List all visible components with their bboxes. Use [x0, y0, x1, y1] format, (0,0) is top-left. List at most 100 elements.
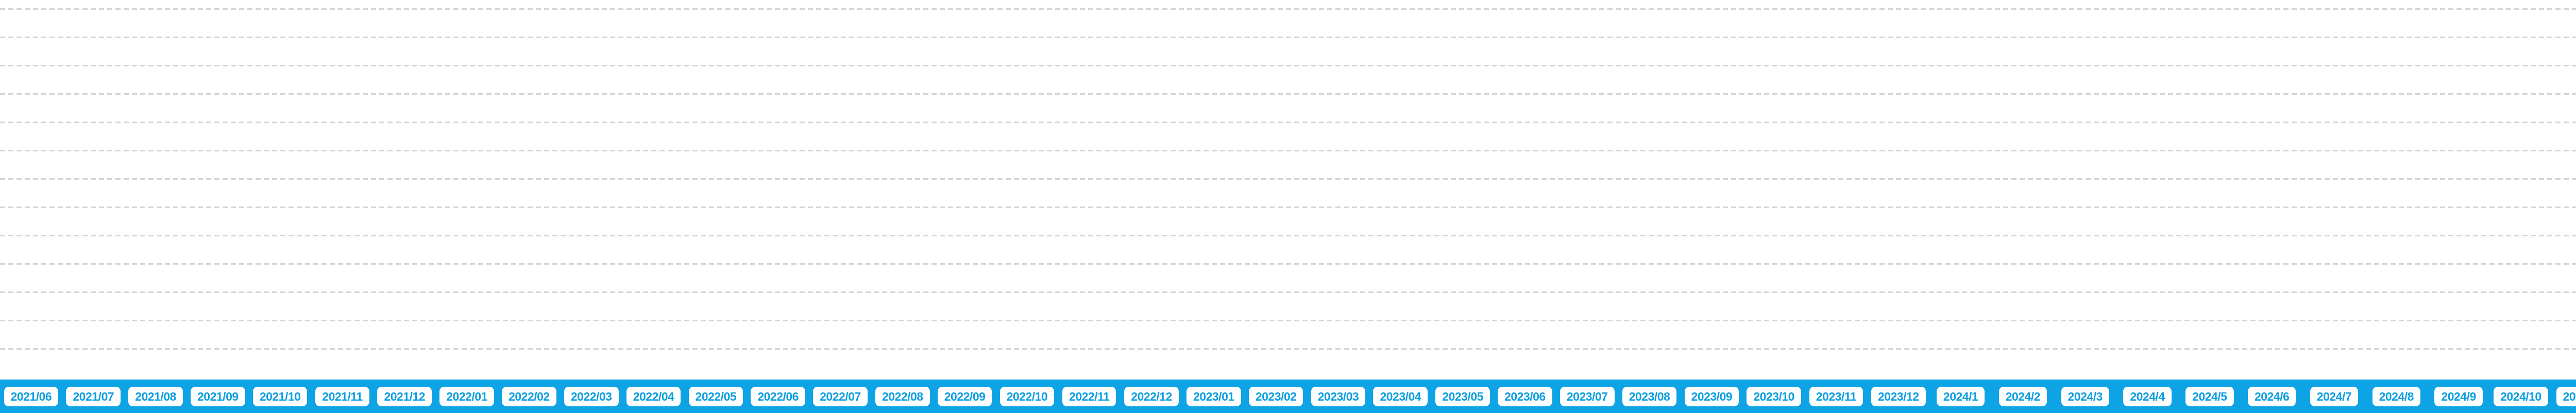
- bar-cell-2022-10: [996, 0, 1058, 380]
- bar-cell-2024-11: [2552, 0, 2576, 380]
- x-axis-label-pill: 2024/3: [2061, 386, 2109, 406]
- bar-cell-2023-04: [1369, 0, 1432, 380]
- bar-cell-2024-6: [2241, 0, 2303, 380]
- bar-cell-2023-10: [1743, 0, 1805, 380]
- x-axis-label-pill: 2022/04: [626, 386, 681, 406]
- x-axis-cell: 2021/10: [249, 386, 311, 406]
- x-axis-cell: 2023/03: [1307, 386, 1369, 406]
- x-axis-cell: 2022/10: [996, 386, 1058, 406]
- x-axis-label-pill: 2022/06: [751, 386, 805, 406]
- bar-cell-2024-9: [2428, 0, 2490, 380]
- x-axis-label-pill: 2024/11: [2556, 386, 2576, 406]
- x-axis-cell: 2022/06: [747, 386, 809, 406]
- bar-cell-2023-09: [1681, 0, 1743, 380]
- x-axis-label-pill: 2024/7: [2310, 386, 2359, 406]
- x-axis-cell: 2024/1: [1929, 386, 1992, 406]
- x-axis-cell: 2022/09: [934, 386, 996, 406]
- x-axis-cell: 2021/11: [311, 386, 374, 406]
- bar-cell-2022-05: [685, 0, 747, 380]
- bar-cell-2023-08: [1618, 0, 1681, 380]
- x-axis-cell: 2023/06: [1494, 386, 1556, 406]
- bar-cell-2022-11: [1058, 0, 1121, 380]
- x-axis-cell: 2024/5: [2178, 386, 2241, 406]
- bar-cell-2023-06: [1494, 0, 1556, 380]
- x-axis-cell: 2024/7: [2303, 386, 2365, 406]
- x-axis-cell: 2022/12: [1121, 386, 1183, 406]
- x-axis-cell: 2023/08: [1618, 386, 1681, 406]
- bar-cell-2022-09: [934, 0, 996, 380]
- bars-row: 72878187168787811490: [0, 0, 2576, 380]
- x-axis-label-pill: 2022/11: [1062, 386, 1116, 406]
- x-axis-cell: 2021/09: [187, 386, 249, 406]
- x-axis-cell: 2022/05: [685, 386, 747, 406]
- x-axis-label-pill: 2024/2: [1998, 386, 2047, 406]
- x-axis-label-pill: 2021/12: [377, 386, 432, 406]
- x-axis-cell: 2024/11: [2552, 386, 2576, 406]
- bar-cell-2024-3: [2054, 0, 2116, 380]
- bar-cell-2023-12: [1867, 0, 1929, 380]
- bar-cell-2021-11: [311, 0, 374, 380]
- bar-cell-2023-11: [1805, 0, 1868, 380]
- bar-cell-2022-07: [809, 0, 872, 380]
- x-axis-cell: 2021/08: [125, 386, 187, 406]
- x-axis-label-pill: 2023/05: [1435, 386, 1490, 406]
- bar-cell-2022-03: [560, 0, 622, 380]
- x-axis-cell: 2022/07: [809, 386, 872, 406]
- x-axis-label-pill: 2023/04: [1373, 386, 1428, 406]
- bar-cell-2021-10: [249, 0, 311, 380]
- x-axis-label-pill: 2023/11: [1809, 386, 1863, 406]
- bar-cell-2024-4: [2116, 0, 2179, 380]
- x-axis-label-pill: 2023/07: [1560, 386, 1615, 406]
- x-axis-label-pill: 2024/9: [2434, 386, 2483, 406]
- x-axis-cell: 2024/6: [2241, 386, 2303, 406]
- x-axis-cell: 2023/07: [1556, 386, 1618, 406]
- x-axis-label-pill: 2023/09: [1684, 386, 1739, 406]
- x-axis-label-pill: 2021/11: [315, 386, 369, 406]
- bar-cell-2024-2: [1992, 0, 2054, 380]
- x-axis-label-pill: 2021/07: [66, 386, 121, 406]
- bar-cell-2021-12: [374, 0, 436, 380]
- x-axis-label-pill: 2024/1: [1936, 386, 1985, 406]
- bar-cell-2023-05: [1432, 0, 1494, 380]
- x-axis-label-pill: 2023/03: [1311, 386, 1366, 406]
- x-axis-cell: 2023/01: [1182, 386, 1245, 406]
- bar-cell-2021-09: [187, 0, 249, 380]
- x-axis-cell: 2024/2: [1992, 386, 2054, 406]
- x-axis-cell: 2023/10: [1743, 386, 1805, 406]
- x-axis-cell: 2022/01: [436, 386, 498, 406]
- x-axis-cell: 2021/12: [374, 386, 436, 406]
- x-axis-cell: 2023/05: [1432, 386, 1494, 406]
- x-axis-strip: 2021/06 2021/07 2021/08 2021/09 2021/10 2021/…: [0, 380, 2576, 413]
- x-axis-label-pill: 2024/6: [2247, 386, 2296, 406]
- x-axis-label-pill: 2023/02: [1248, 386, 1303, 406]
- x-axis-label-pill: 2021/08: [128, 386, 183, 406]
- x-axis-label-pill: 2021/06: [4, 386, 59, 406]
- x-axis-label-pill: 2023/08: [1622, 386, 1677, 406]
- x-axis-cell: 2024/3: [2054, 386, 2116, 406]
- x-axis-label-pill: 2024/10: [2494, 386, 2548, 406]
- bar-cell-2023-07: [1556, 0, 1618, 380]
- x-axis-cell: 2022/08: [871, 386, 934, 406]
- x-axis-cell: 2024/10: [2490, 386, 2552, 406]
- x-axis-cell: 2024/8: [2365, 386, 2428, 406]
- x-axis-label-pill: 2021/10: [252, 386, 308, 406]
- x-axis-label-pill: 2022/08: [875, 386, 930, 406]
- x-axis-label-pill: 2023/12: [1871, 386, 1926, 406]
- bar-cell-2024-5: [2178, 0, 2241, 380]
- x-axis-cell: 2023/09: [1681, 386, 1743, 406]
- bar-cell-2023-03: [1307, 0, 1369, 380]
- x-axis-label-pill: 2022/10: [999, 386, 1055, 406]
- bar-cell-2024-7: [2303, 0, 2365, 380]
- x-axis-cell: 2023/11: [1805, 386, 1868, 406]
- bar-cell-2022-06: [747, 0, 809, 380]
- bar-cell-2021-06: [0, 0, 62, 380]
- x-axis-label-pill: 2022/01: [439, 386, 494, 406]
- x-axis-cell: 2023/04: [1369, 386, 1432, 406]
- bar-cell-2022-12: [1121, 0, 1183, 380]
- x-axis-label-pill: 2022/09: [937, 386, 992, 406]
- bar-cell-2022-04: [622, 0, 685, 380]
- bar-cell-2023-02: [1245, 0, 1307, 380]
- bar-cell-2021-07: [62, 0, 125, 380]
- x-axis-cell: 2023/02: [1245, 386, 1307, 406]
